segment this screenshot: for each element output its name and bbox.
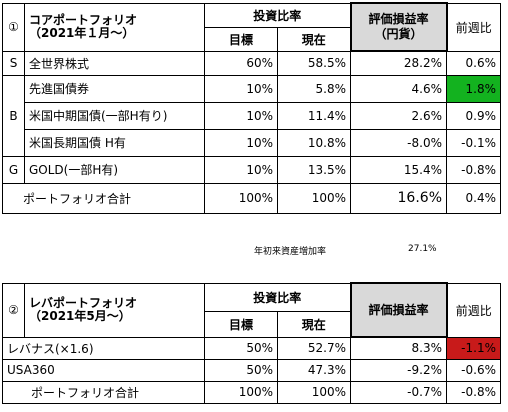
table-row: S 全世界株式 60% 58.5% 28.2% 0.6% — [2, 50, 501, 76]
core-circle-number: ① — [2, 2, 25, 52]
total-target: 100% — [204, 380, 278, 404]
eval-rate: 28.2% — [350, 50, 447, 76]
prev-week: -0.6% — [446, 358, 501, 382]
target-ratio: 50% — [204, 358, 278, 382]
target-ratio: 60% — [204, 50, 278, 76]
table-row: レバナス(×1.6) 50% 52.7% 8.3% -1.1% — [2, 336, 501, 360]
asset-name: 米国長期国債 H有 — [24, 128, 205, 157]
total-current: 100% — [277, 182, 351, 214]
eval-rate: -9.2% — [350, 358, 447, 382]
total-eval-rate: -0.7% — [350, 380, 447, 404]
asset-name: 米国中期国債(一部H有り) — [24, 101, 205, 130]
total-prev-week: 0.4% — [446, 182, 501, 214]
current-ratio: 10.8% — [277, 128, 351, 157]
core-title-line1: コアポートフォリオ — [29, 13, 138, 27]
target-ratio: 50% — [204, 336, 278, 360]
total-prev-week: -0.8% — [446, 380, 501, 404]
lev-circle-number: ② — [2, 282, 25, 338]
core-portfolio-table: ① コアポートフォリオ （2021年１月～） 投資比率 評価損益率 （円貨） 前… — [2, 2, 501, 214]
core-eval-header: 評価損益率 （円貨） — [349, 2, 448, 52]
asset-name: レバナス(×1.6) — [2, 336, 205, 360]
core-current-header: 現在 — [277, 26, 351, 52]
lev-portfolio-title: レバポートフォリオ （2021年5月～） — [24, 282, 205, 338]
portfolio-total-label: ポートフォリオ合計 — [2, 380, 205, 404]
current-ratio: 47.3% — [277, 358, 351, 382]
asset-name: 全世界株式 — [24, 50, 205, 76]
lev-eval-header: 評価損益率 — [349, 282, 448, 338]
current-ratio: 11.4% — [277, 101, 351, 130]
core-title-line2: （2021年１月～） — [29, 26, 135, 40]
eval-rate: 15.4% — [350, 155, 447, 184]
eval-rate: 2.6% — [350, 101, 447, 130]
lev-target-header: 目標 — [204, 310, 278, 338]
prev-week: 0.9% — [446, 101, 501, 130]
target-ratio: 10% — [204, 155, 278, 184]
ytd-growth-value: 27.1% — [408, 244, 437, 254]
core-prev-week-header: 前週比 — [446, 2, 501, 52]
lev-allocation-header: 投資比率 — [204, 282, 351, 312]
eval-rate: 8.3% — [350, 336, 447, 360]
asset-name: 先進国債券 — [24, 74, 205, 103]
table-row: 米国中期国債(一部H有り) 10% 11.4% 2.6% 0.9% — [3, 101, 501, 130]
target-ratio: 10% — [204, 74, 278, 103]
total-row: ポートフォリオ合計 100% 100% 16.6% 0.4% — [2, 182, 501, 214]
current-ratio: 58.5% — [277, 50, 351, 76]
eval-rate: -8.0% — [350, 128, 447, 157]
eval-rate: 4.6% — [350, 74, 447, 103]
asset-name: GOLD(一部H有) — [24, 155, 205, 184]
core-allocation-header: 投資比率 — [204, 2, 351, 28]
total-target: 100% — [204, 182, 278, 214]
prev-week: -1.1% — [446, 336, 501, 360]
asset-class-letter: S — [2, 50, 25, 76]
core-target-header: 目標 — [204, 26, 278, 52]
asset-name: USA360 — [2, 358, 205, 382]
total-eval-rate: 16.6% — [350, 182, 447, 214]
prev-week: 1.8% — [446, 74, 501, 103]
prev-week: 0.6% — [446, 50, 501, 76]
core-eval-header-line1: 評価損益率 — [368, 12, 429, 26]
lev-title-line1: レバポートフォリオ — [29, 296, 138, 310]
table-row: 米国長期国債 H有 10% 10.8% -8.0% -0.1% — [3, 128, 501, 157]
table-row: USA360 50% 47.3% -9.2% -0.6% — [2, 358, 501, 382]
target-ratio: 10% — [204, 101, 278, 130]
prev-week: -0.8% — [446, 155, 501, 184]
current-ratio: 52.7% — [277, 336, 351, 360]
total-row: ポートフォリオ合計 100% 100% -0.7% -0.8% — [2, 380, 501, 404]
total-current: 100% — [277, 380, 351, 404]
ytd-growth-label: 年初来資産増加率 — [254, 247, 327, 257]
asset-class-letter: G — [2, 155, 25, 184]
lev-current-header: 現在 — [277, 310, 351, 338]
asset-class-letter: B — [2, 74, 25, 157]
current-ratio: 5.8% — [277, 74, 351, 103]
lev-prev-week-header: 前週比 — [446, 282, 501, 338]
prev-week: -0.1% — [446, 128, 501, 157]
target-ratio: 10% — [204, 128, 278, 157]
lev-portfolio-table: ② レバポートフォリオ （2021年5月～） 投資比率 評価損益率 前週比 目標… — [2, 282, 501, 404]
current-ratio: 13.5% — [277, 155, 351, 184]
lev-title-line2: （2021年5月～） — [29, 309, 131, 323]
portfolio-total-label: ポートフォリオ合計 — [2, 182, 205, 214]
core-eval-header-line2: （円貨） — [374, 27, 423, 41]
table-row: G GOLD(一部H有) 10% 13.5% 15.4% -0.8% — [2, 155, 501, 184]
core-portfolio-title: コアポートフォリオ （2021年１月～） — [24, 2, 205, 52]
table-row: B 先進国債券 10% 5.8% 4.6% 1.8% — [2, 74, 501, 157]
